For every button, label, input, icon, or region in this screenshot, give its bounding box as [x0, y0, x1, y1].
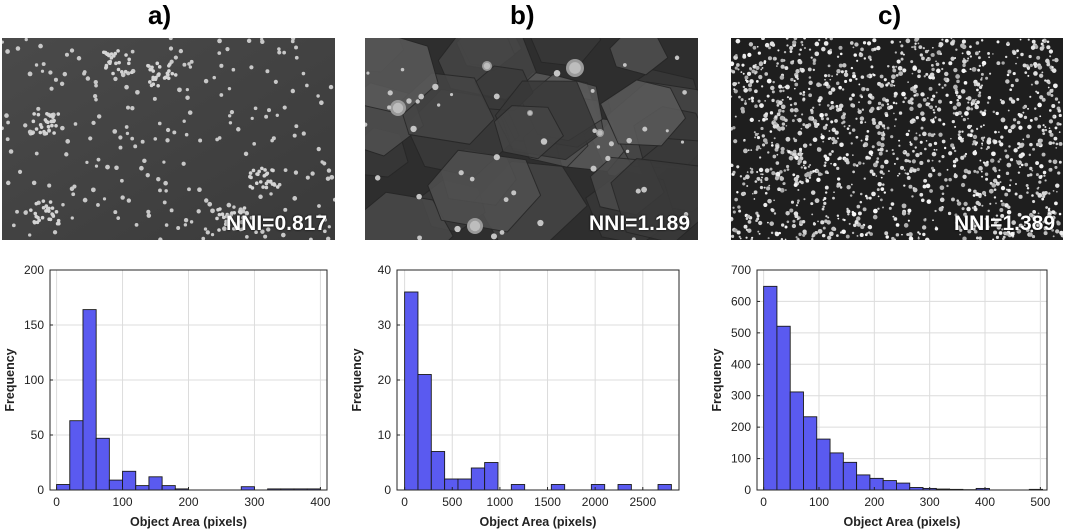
histogram-b: 0 500 1000 1500 2000 2500 0 10 20 30 40 Object Area…	[350, 258, 695, 531]
nni-label-b: NNI=1.189	[589, 212, 690, 235]
y-tick-label: 0	[37, 483, 44, 497]
y-tick-label: 500	[731, 326, 751, 340]
histogram-bar	[457, 478, 472, 491]
histogram-bar	[444, 478, 459, 491]
x-tick-label: 200	[178, 495, 198, 509]
histogram-c-svg: 0 100 200 300 400 500 0 100 200 300 400 500 600 700 Ob…	[710, 263, 1051, 529]
y-tick-label: 30	[378, 318, 392, 332]
y-tick-label: 40	[378, 263, 392, 277]
y-tick-label: 200	[731, 420, 751, 434]
histogram-bar	[56, 484, 71, 491]
histogram-bar	[816, 438, 831, 491]
x-tick-label: 500	[442, 495, 462, 509]
histogram-bar	[404, 291, 419, 491]
panel-label-b: b)	[510, 0, 535, 30]
x-tick-label: 1000	[487, 495, 514, 509]
histogram-bar	[82, 309, 97, 491]
histogram-b-svg: 0 500 1000 1500 2000 2500 0 10 20 30 40 Object Area…	[350, 263, 680, 529]
y-axis-title: Frequency	[350, 348, 364, 411]
histogram-bar	[510, 484, 526, 491]
y-tick-label: 200	[24, 263, 44, 277]
y-tick-label: 600	[731, 294, 751, 308]
micrograph-a-particles	[2, 38, 335, 240]
y-tick-label: 100	[24, 373, 44, 387]
histogram-bar	[95, 437, 110, 491]
histogram-bar	[657, 484, 672, 491]
histogram-bar	[829, 452, 844, 491]
y-axis-title: Frequency	[3, 348, 17, 411]
plot-frame	[756, 269, 1048, 491]
x-tick-label: 300	[244, 495, 264, 509]
histogram-bar	[430, 451, 446, 491]
x-tick-label: 0	[53, 495, 60, 509]
x-tick-label: 0	[401, 495, 408, 509]
histogram-c: 0 100 200 300 400 500 0 100 200 300 400 500 600 700 Ob…	[705, 258, 1063, 531]
histogram-a: 0 100 200 300 400 0 50 100 150 200 Object Area (pi…	[0, 258, 345, 531]
x-axis-title: Object Area (pixels)	[130, 515, 247, 529]
x-tick-label: 400	[310, 495, 330, 509]
x-tick-label: 2500	[629, 495, 656, 509]
x-tick-label: 100	[809, 495, 829, 509]
x-axis-title: Object Area (pixels)	[844, 515, 961, 529]
y-tick-label: 0	[744, 483, 751, 497]
histogram-bar	[856, 474, 871, 491]
y-tick-label: 10	[378, 428, 392, 442]
histogram-bar	[896, 482, 911, 491]
x-tick-label: 0	[760, 495, 767, 509]
y-tick-label: 50	[31, 428, 45, 442]
micrograph-c-background	[731, 38, 1063, 240]
x-tick-label: 2000	[582, 495, 609, 509]
micrograph-c: NNI=1.389	[731, 38, 1063, 240]
x-tick-label: 1500	[534, 495, 561, 509]
histogram-bar	[417, 374, 432, 491]
y-tick-label: 100	[731, 452, 751, 466]
histogram-bar	[122, 470, 137, 491]
micrograph-b: NNI=1.189	[365, 38, 698, 240]
y-tick-label: 0	[384, 483, 391, 497]
x-tick-label: 100	[113, 495, 133, 509]
y-tick-label: 700	[731, 263, 751, 277]
histogram-bar	[617, 484, 632, 491]
y-tick-label: 300	[731, 389, 751, 403]
histogram-bar	[789, 391, 804, 491]
histogram-bar	[484, 462, 499, 491]
histogram-bar	[69, 420, 84, 491]
micrograph-a: NNI=0.817	[2, 38, 335, 240]
histogram-bar	[803, 416, 818, 491]
panel-label-c: c)	[878, 0, 902, 30]
histogram-bar	[470, 467, 486, 491]
histogram-bar	[135, 485, 150, 491]
histogram-bar	[842, 461, 858, 491]
histogram-bar	[763, 285, 778, 491]
x-tick-label: 400	[975, 495, 995, 509]
x-tick-label: 500	[1030, 495, 1050, 509]
y-tick-label: 20	[378, 373, 392, 387]
micrograph-b-particles	[365, 55, 689, 240]
histogram-bar	[108, 479, 123, 491]
histogram-bar	[161, 485, 176, 491]
histogram-bar	[148, 476, 163, 491]
y-tick-label: 150	[24, 318, 44, 332]
histogram-bar	[550, 484, 566, 491]
histogram-a-svg: 0 100 200 300 400 0 50 100 150 200 Object Area (pi…	[3, 263, 331, 529]
micrograph-a-image	[2, 38, 335, 240]
x-axis-title: Object Area (pixels)	[480, 515, 597, 529]
nni-label-a: NNI=0.817	[226, 212, 327, 235]
y-axis-title: Frequency	[710, 348, 724, 411]
panel-label-a: a)	[148, 0, 172, 30]
micrograph-b-image	[365, 38, 698, 240]
micrograph-c-image	[731, 38, 1063, 240]
nni-label-c: NNI=1.389	[954, 212, 1055, 235]
micrograph-c-particles	[731, 38, 1063, 240]
histogram-bar	[869, 477, 884, 491]
histogram-bar	[590, 484, 606, 491]
histogram-bar	[776, 325, 791, 491]
histogram-bar	[882, 480, 897, 491]
x-tick-label: 300	[920, 495, 940, 509]
x-tick-label: 200	[864, 495, 884, 509]
micrograph-b-grains	[365, 38, 698, 240]
y-tick-label: 400	[731, 357, 751, 371]
